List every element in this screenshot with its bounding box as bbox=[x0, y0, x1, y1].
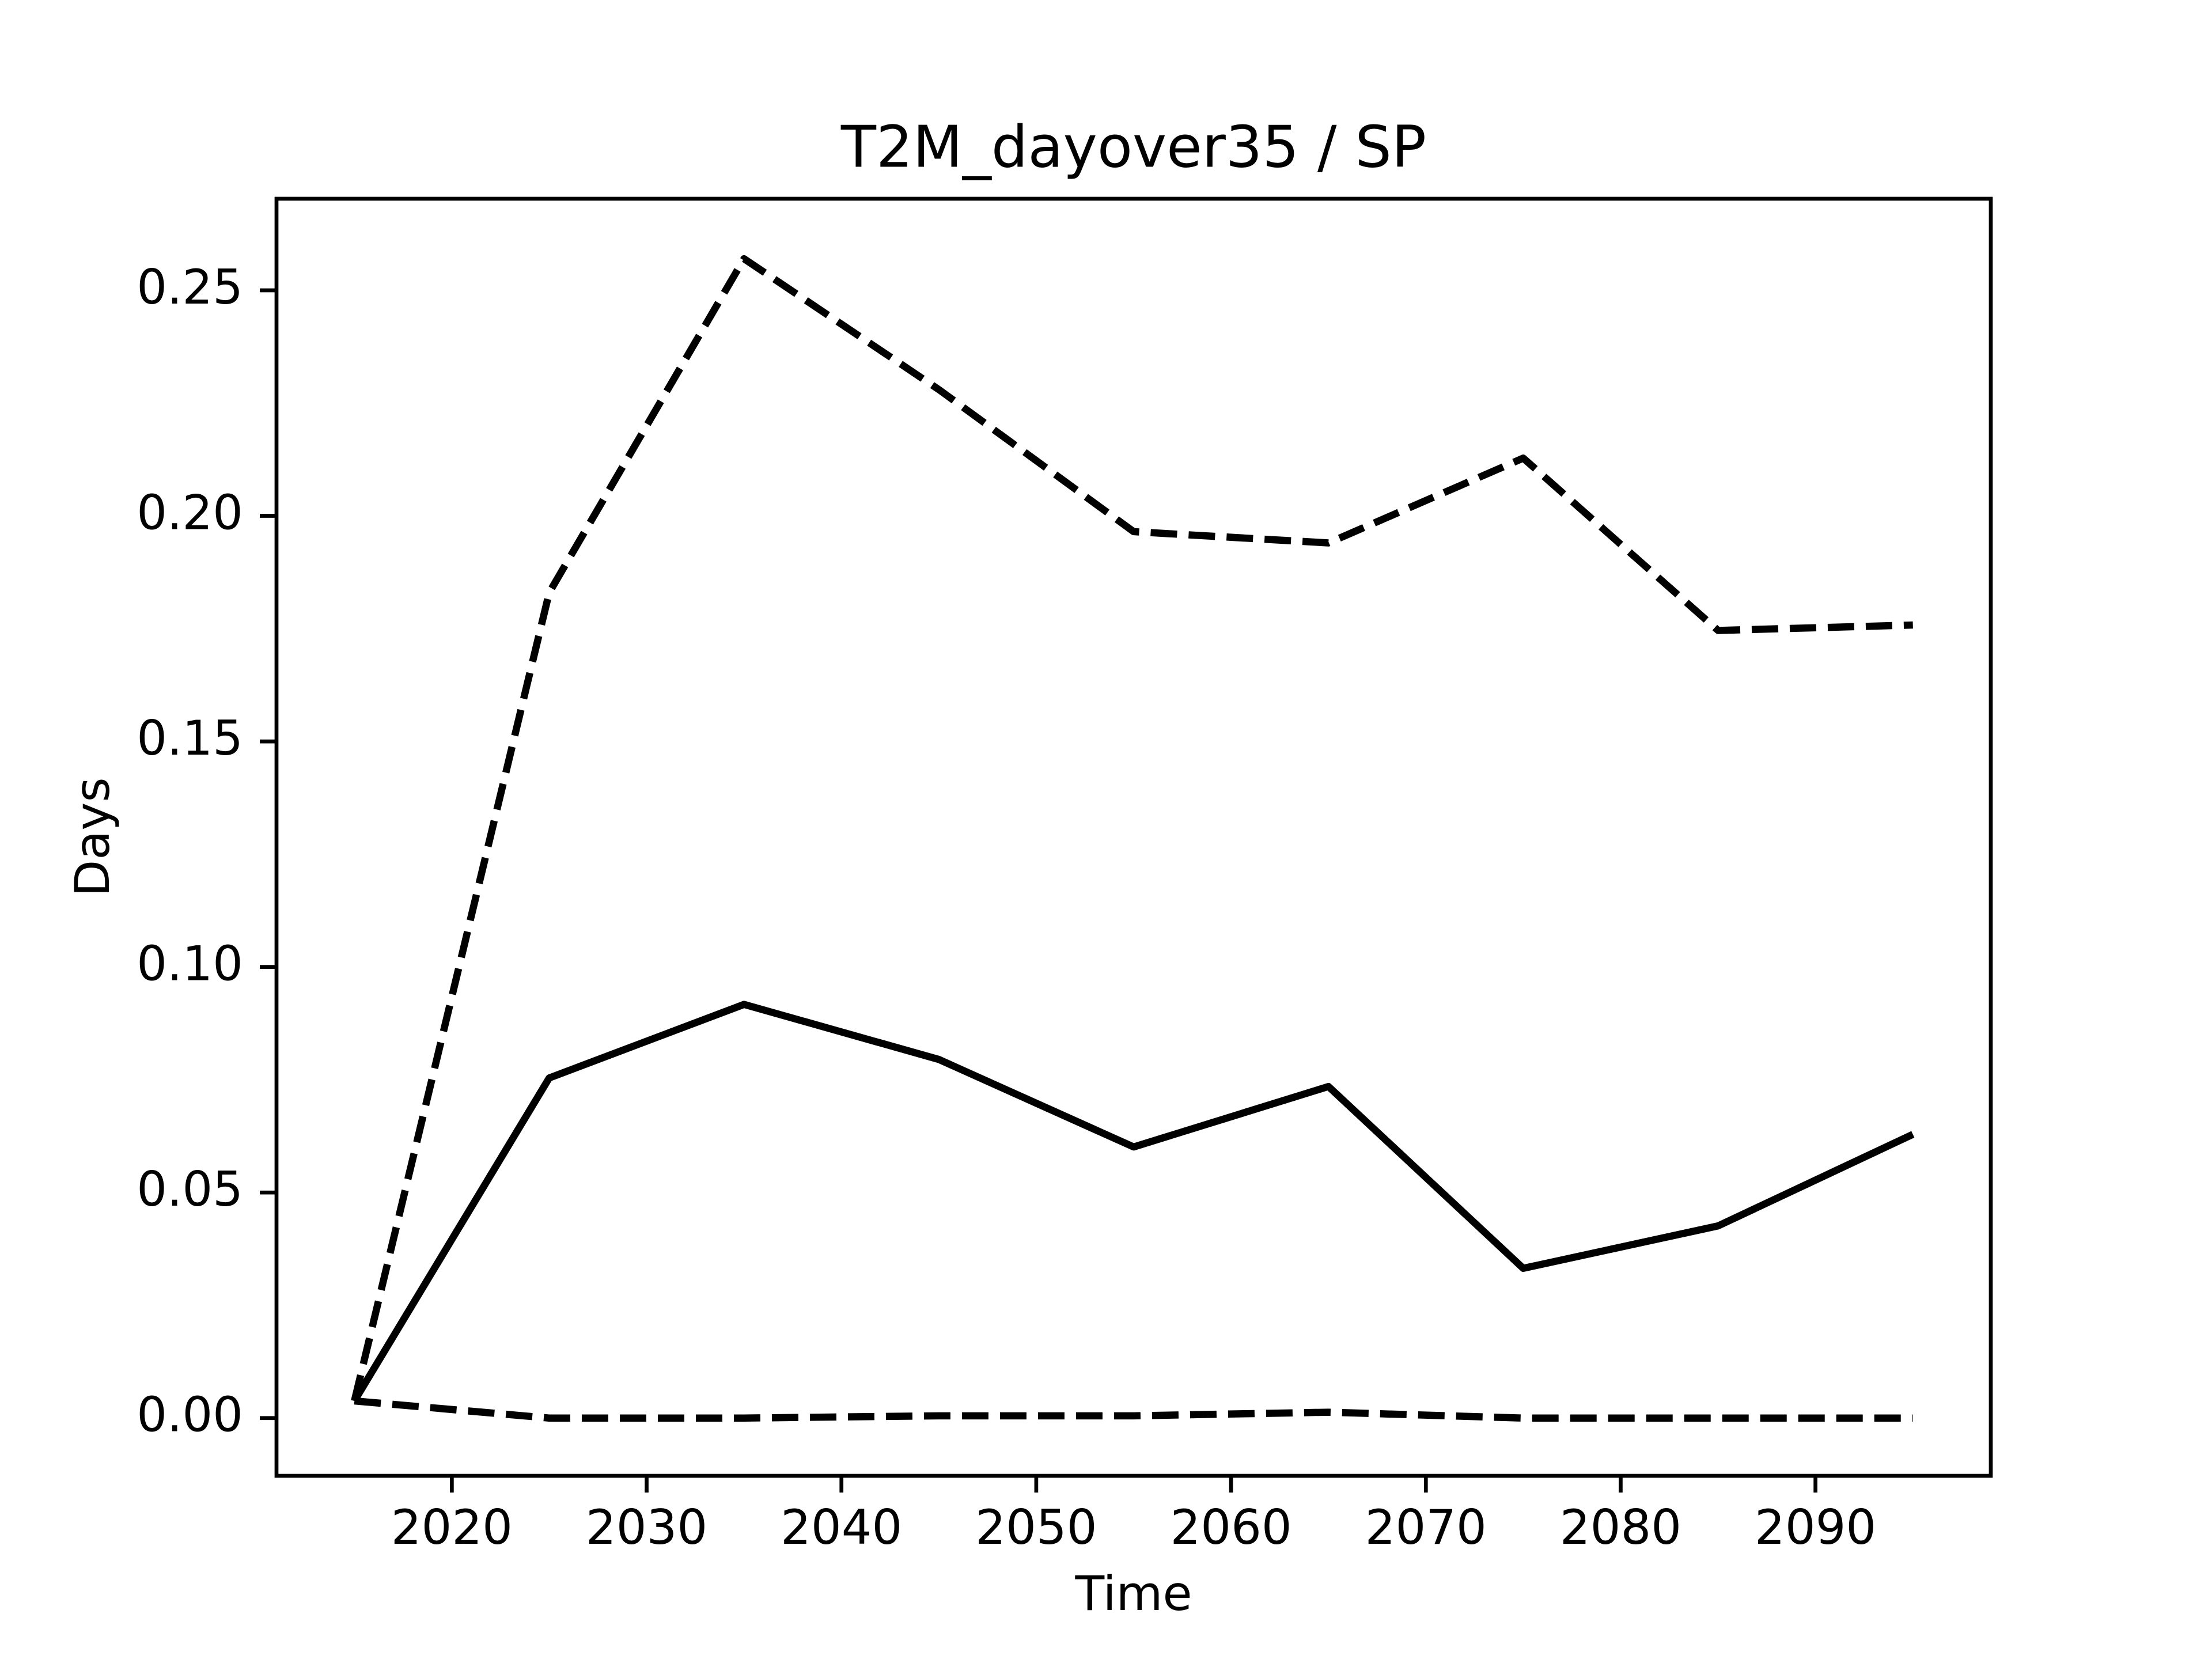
chart-title: T2M_dayover35 / SP bbox=[840, 113, 1426, 180]
y-tick-label: 0.10 bbox=[137, 936, 243, 992]
line-series bbox=[354, 1397, 1913, 1422]
line-series bbox=[351, 255, 1913, 1402]
x-tick-label: 2050 bbox=[975, 1499, 1097, 1555]
y-axis-label: Days bbox=[65, 777, 120, 896]
x-tick-label: 2030 bbox=[586, 1499, 707, 1555]
x-axis-label: Time bbox=[1074, 1566, 1192, 1622]
y-tick-label: 0.05 bbox=[137, 1161, 243, 1217]
x-tick-label: 2070 bbox=[1365, 1499, 1487, 1555]
line-series bbox=[351, 1001, 1915, 1403]
y-tick-label: 0.20 bbox=[137, 484, 243, 540]
plot-frame bbox=[274, 196, 1993, 1478]
y-tick-label: 0.00 bbox=[137, 1387, 243, 1443]
x-tick-label: 2080 bbox=[1560, 1499, 1681, 1555]
x-tick-label: 2060 bbox=[1170, 1499, 1291, 1555]
y-tick-label: 0.15 bbox=[137, 710, 243, 766]
x-tick-label: 2090 bbox=[1755, 1499, 1876, 1555]
x-tick-label: 2040 bbox=[781, 1499, 902, 1555]
y-tick-label: 0.25 bbox=[137, 259, 243, 315]
x-tick-label: 2020 bbox=[391, 1499, 513, 1555]
